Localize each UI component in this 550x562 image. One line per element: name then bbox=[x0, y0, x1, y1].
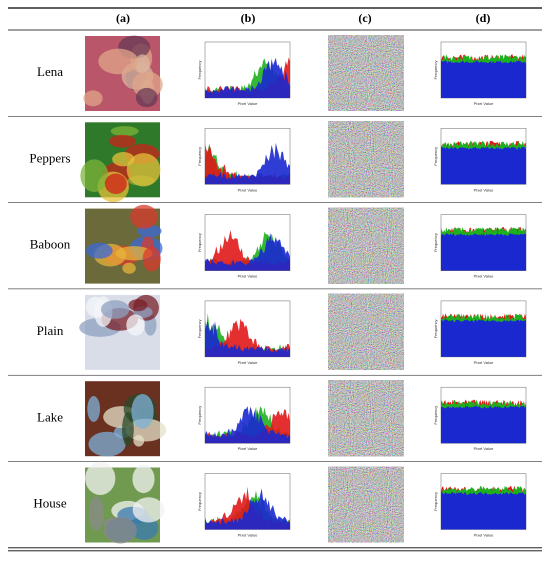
image-detail bbox=[80, 159, 109, 193]
image-name: Lena bbox=[37, 64, 63, 79]
axis-label: Pixel Value bbox=[474, 187, 494, 192]
axis-label: Pixel Value bbox=[238, 446, 258, 451]
image-detail bbox=[122, 262, 136, 274]
encrypted-image bbox=[328, 380, 404, 457]
encrypted-image bbox=[328, 293, 404, 370]
image-detail bbox=[110, 126, 139, 137]
image-detail bbox=[128, 299, 148, 312]
axis-label: Frequency bbox=[433, 61, 438, 80]
image-detail bbox=[132, 464, 155, 494]
histogram-channel bbox=[205, 406, 290, 444]
image-detail bbox=[131, 393, 154, 429]
axis-label: Frequency bbox=[433, 147, 438, 166]
axis-label: Pixel Value bbox=[474, 446, 494, 451]
axis-label: Frequency bbox=[197, 147, 202, 166]
encrypted-image bbox=[328, 35, 404, 111]
image-detail bbox=[108, 134, 136, 148]
image-detail bbox=[103, 517, 137, 544]
axis-label: Frequency bbox=[197, 61, 202, 80]
axis-label: Frequency bbox=[197, 406, 202, 425]
image-detail bbox=[100, 300, 130, 319]
column-header: (d) bbox=[476, 11, 491, 25]
image-name: Baboon bbox=[30, 237, 71, 252]
histogram-channel bbox=[441, 233, 526, 271]
image-detail bbox=[83, 90, 103, 107]
image-detail bbox=[134, 54, 150, 73]
axis-label: Frequency bbox=[197, 492, 202, 511]
image-detail bbox=[104, 173, 127, 195]
histogram-channel bbox=[205, 486, 290, 530]
image-detail bbox=[126, 153, 161, 187]
histogram-channel bbox=[205, 144, 290, 185]
image-detail bbox=[130, 204, 158, 229]
histogram-channel bbox=[441, 319, 526, 357]
histogram-channel bbox=[205, 142, 290, 185]
image-name: Plain bbox=[37, 323, 64, 338]
axis-label: Pixel Value bbox=[238, 360, 258, 365]
image-detail bbox=[135, 87, 158, 108]
axis-label: Frequency bbox=[433, 406, 438, 425]
encrypted-image bbox=[328, 207, 404, 284]
image-name: House bbox=[33, 496, 66, 511]
axis-label: Pixel Value bbox=[238, 101, 258, 106]
image-detail bbox=[85, 461, 116, 495]
histogram-channel bbox=[205, 232, 290, 271]
column-header: (a) bbox=[116, 11, 130, 25]
histogram-channel bbox=[205, 229, 290, 271]
histogram-channel bbox=[205, 321, 290, 357]
axis-label: Pixel Value bbox=[238, 274, 258, 279]
axis-label: Pixel Value bbox=[474, 274, 494, 279]
axis-label: Frequency bbox=[197, 319, 202, 338]
image-detail bbox=[132, 497, 165, 523]
axis-label: Pixel Value bbox=[474, 533, 494, 538]
image-detail bbox=[122, 411, 134, 447]
image-detail bbox=[142, 246, 161, 272]
encrypted-image bbox=[328, 121, 404, 198]
column-header: (c) bbox=[358, 11, 371, 25]
axis-label: Pixel Value bbox=[474, 101, 494, 106]
histogram-channel bbox=[441, 146, 526, 185]
axis-label: Pixel Value bbox=[238, 187, 258, 192]
axis-label: Pixel Value bbox=[238, 533, 258, 538]
histogram-channel bbox=[205, 488, 290, 530]
encrypted-image bbox=[328, 466, 404, 543]
histogram-channel bbox=[441, 405, 526, 444]
image-detail bbox=[98, 48, 139, 75]
image-detail bbox=[88, 431, 126, 457]
image-detail bbox=[88, 496, 104, 531]
image-name: Lake bbox=[37, 409, 63, 424]
image-detail bbox=[126, 314, 145, 336]
histogram-channel bbox=[205, 57, 290, 98]
axis-label: Pixel Value bbox=[474, 360, 494, 365]
histogram-channel bbox=[441, 60, 526, 98]
image-name: Peppers bbox=[29, 150, 70, 165]
axis-label: Frequency bbox=[433, 319, 438, 338]
column-header: (b) bbox=[241, 11, 256, 25]
histogram-channel bbox=[441, 492, 526, 530]
axis-label: Frequency bbox=[433, 233, 438, 252]
image-detail bbox=[87, 396, 101, 422]
image-detail bbox=[86, 242, 113, 259]
axis-label: Frequency bbox=[433, 492, 438, 511]
axis-label: Frequency bbox=[197, 233, 202, 252]
